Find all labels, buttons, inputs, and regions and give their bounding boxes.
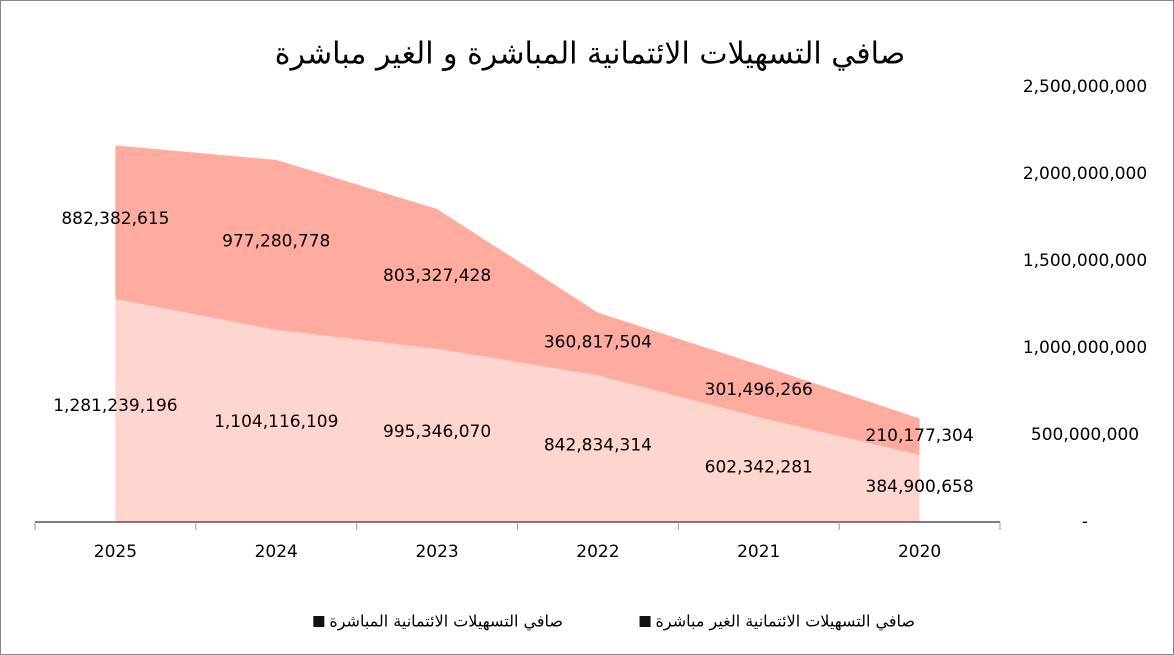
x-tick-label: 2022 xyxy=(576,542,619,562)
data-label: 977,280,778 xyxy=(222,231,330,251)
y-tick-label: - xyxy=(1082,512,1088,532)
x-tick-label: 2024 xyxy=(255,542,298,562)
data-label: 210,177,304 xyxy=(866,426,974,446)
y-tick-label: 1,000,000,000 xyxy=(1023,338,1147,358)
legend-swatch xyxy=(313,616,325,627)
legend-swatch xyxy=(639,616,651,627)
data-label: 301,496,266 xyxy=(705,380,813,400)
data-label: 1,104,116,109 xyxy=(214,412,338,432)
chart-title: صافي التسهيلات الائتمانية المباشرة و الغ… xyxy=(275,37,905,72)
y-tick-label: 1,500,000,000 xyxy=(1023,251,1147,271)
data-label: 842,834,314 xyxy=(544,436,652,456)
y-tick-label: 500,000,000 xyxy=(1031,425,1139,445)
data-label: 384,900,658 xyxy=(866,477,974,497)
y-tick-label: 2,000,000,000 xyxy=(1023,164,1147,184)
data-label: 602,342,281 xyxy=(705,458,813,478)
data-label: 1,281,239,196 xyxy=(53,396,177,416)
area xyxy=(115,299,920,522)
x-tick-label: 2025 xyxy=(94,542,137,562)
data-label: 803,327,428 xyxy=(383,266,491,286)
data-label: 360,817,504 xyxy=(544,333,652,353)
data-label: 882,382,615 xyxy=(61,209,169,229)
legend-label: صافي التسهيلات الائتمانية المباشرة xyxy=(329,612,563,632)
y-tick-label: 2,500,000,000 xyxy=(1023,77,1147,97)
x-tick-label: 2021 xyxy=(737,542,780,562)
data-label: 995,346,070 xyxy=(383,422,491,442)
area xyxy=(115,145,920,456)
x-tick-label: 2020 xyxy=(898,542,941,562)
x-tick-label: 2023 xyxy=(415,542,458,562)
legend-label: صافي التسهيلات الائتمانية الغير مباشرة xyxy=(656,612,915,632)
